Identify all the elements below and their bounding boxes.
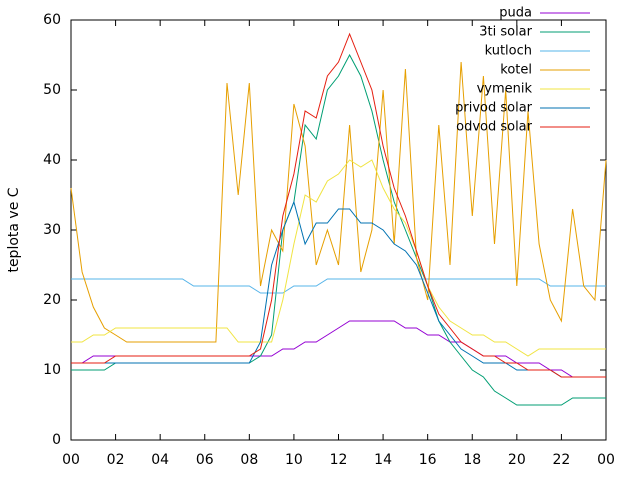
y-tick-label: 20 [43, 292, 61, 308]
series-line [70, 61, 607, 343]
x-tick-label: 08 [240, 452, 258, 468]
y-tick-label: 50 [43, 82, 61, 98]
series-line [71, 32, 606, 378]
legend-label: odvod solar [456, 120, 533, 135]
x-tick-label: 00 [597, 452, 615, 468]
series-line [71, 159, 606, 357]
x-tick-label: 00 [62, 452, 80, 468]
x-tick-label: 02 [107, 452, 125, 468]
legend-label: 3ti solar [479, 25, 532, 40]
x-tick-label: 06 [196, 452, 214, 468]
x-tick-label: 20 [508, 452, 526, 468]
x-tick-label: 04 [151, 452, 169, 468]
x-tick-label: 10 [285, 452, 303, 468]
y-tick-label: 30 [43, 222, 61, 238]
legend-label: kotel [500, 63, 532, 78]
legend-label: puda [499, 6, 532, 21]
y-axis-label: teplota ve C [6, 187, 22, 272]
series-line [71, 278, 606, 294]
y-tick-label: 0 [52, 432, 61, 448]
x-tick-label: 22 [553, 452, 571, 468]
y-tick-label: 10 [43, 362, 61, 378]
y-tick-label: 60 [43, 12, 61, 28]
x-tick-label: 16 [419, 452, 437, 468]
legend-label: vymenik [477, 82, 533, 97]
x-tick-label: 14 [374, 452, 392, 468]
x-tick-label: 18 [463, 452, 481, 468]
legend-label: kutloch [485, 44, 532, 59]
legend-label: privod solar [455, 101, 533, 116]
series-line [71, 200, 606, 378]
y-tick-label: 40 [43, 152, 61, 168]
x-tick-label: 12 [330, 452, 348, 468]
legend: puda 3ti solar kutloch kotel vymenik privod s… [455, 6, 590, 135]
